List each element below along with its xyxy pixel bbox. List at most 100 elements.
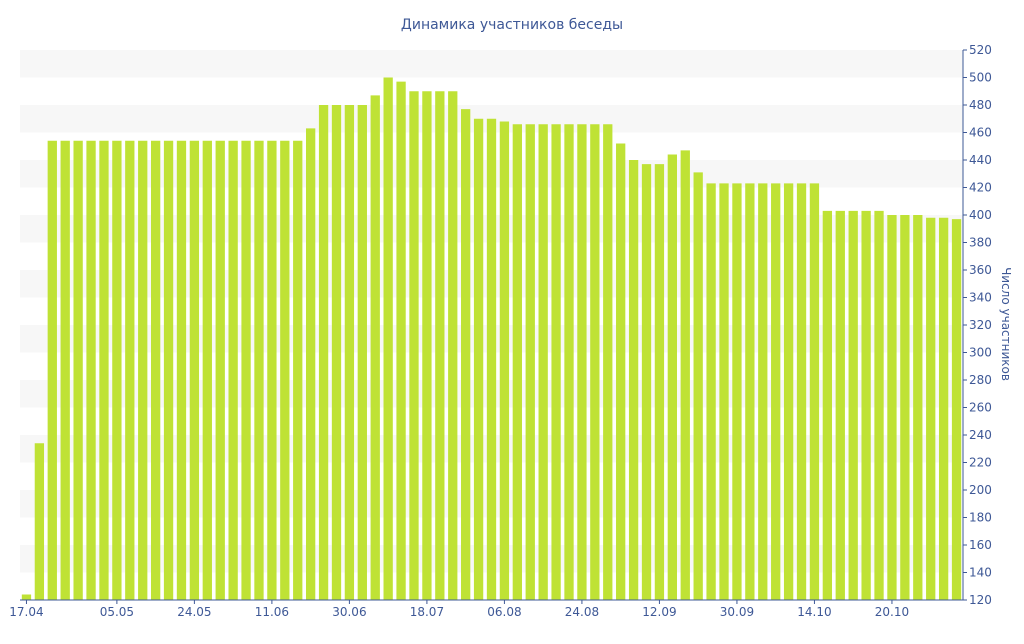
bar[interactable] <box>525 124 535 600</box>
y-tick-label: 240 <box>969 428 992 442</box>
bar[interactable] <box>163 140 174 600</box>
bar[interactable] <box>176 140 187 600</box>
x-tick-label: 30.09 <box>720 605 754 619</box>
bar[interactable] <box>667 154 677 601</box>
bar[interactable] <box>21 594 32 601</box>
bar[interactable] <box>861 210 871 601</box>
bar[interactable] <box>34 443 45 600</box>
bar[interactable] <box>745 183 755 601</box>
bar[interactable] <box>60 140 70 600</box>
bar[interactable] <box>280 140 290 600</box>
x-tick-label: 30.06 <box>332 605 366 619</box>
bar[interactable] <box>344 105 355 600</box>
y-tick-label: 260 <box>969 401 992 415</box>
x-tick-label: 14.10 <box>797 605 831 619</box>
bar[interactable] <box>719 183 729 601</box>
bar[interactable] <box>512 124 522 600</box>
bar[interactable] <box>86 140 96 600</box>
y-tick-label: 320 <box>969 318 992 332</box>
bar[interactable] <box>900 215 910 600</box>
y-tick-label: 440 <box>969 153 992 167</box>
bar[interactable] <box>913 215 923 600</box>
bar[interactable] <box>874 210 884 601</box>
bar[interactable] <box>99 140 109 600</box>
bar[interactable] <box>473 118 484 600</box>
bar[interactable] <box>409 91 419 600</box>
bar[interactable] <box>383 77 393 601</box>
bar[interactable] <box>499 121 510 601</box>
y-tick-label: 520 <box>969 43 992 57</box>
y-tick-label: 160 <box>969 538 992 552</box>
y-tick-label: 420 <box>969 181 992 195</box>
y-tick-label: 360 <box>969 263 992 277</box>
x-tick-label: 24.08 <box>565 605 599 619</box>
bar[interactable] <box>228 140 238 600</box>
bar[interactable] <box>771 183 781 601</box>
bar[interactable] <box>435 91 445 600</box>
bar[interactable] <box>758 183 768 601</box>
bar[interactable] <box>396 81 406 601</box>
bar[interactable] <box>189 140 200 600</box>
y-tick-label: 180 <box>969 511 992 525</box>
bar[interactable] <box>603 124 613 600</box>
bar[interactable] <box>254 140 264 600</box>
y-axis: 120 140 160 180 200 220 240 260 280 300 320 340 360 3… <box>962 43 992 607</box>
bar[interactable] <box>461 109 471 601</box>
bar[interactable] <box>370 95 380 601</box>
bar[interactable] <box>202 140 212 600</box>
bar[interactable] <box>951 219 962 601</box>
bar[interactable] <box>887 215 897 600</box>
bar[interactable] <box>125 140 135 600</box>
bar[interactable] <box>448 91 458 600</box>
y-tick-label: 280 <box>969 373 992 387</box>
bar[interactable] <box>616 143 626 601</box>
bar[interactable] <box>241 140 251 600</box>
bar[interactable] <box>138 140 148 600</box>
bar[interactable] <box>486 118 497 600</box>
bar[interactable] <box>628 160 639 600</box>
bar[interactable] <box>654 164 665 601</box>
bar[interactable] <box>822 210 833 601</box>
bar[interactable] <box>641 164 652 601</box>
bar[interactable] <box>706 183 716 601</box>
bar[interactable] <box>331 105 342 600</box>
x-tick-label: 11.06 <box>255 605 289 619</box>
bar[interactable] <box>112 140 122 600</box>
bar[interactable] <box>267 140 277 600</box>
bar[interactable] <box>732 183 742 601</box>
bar[interactable] <box>848 210 858 601</box>
bar[interactable] <box>693 172 703 601</box>
bar[interactable] <box>564 124 574 600</box>
y-tick-label: 400 <box>969 208 992 222</box>
bar[interactable] <box>796 183 807 601</box>
bar[interactable] <box>680 150 690 601</box>
bar[interactable] <box>938 217 949 600</box>
bar[interactable] <box>809 183 820 601</box>
bar[interactable] <box>551 124 561 600</box>
bar[interactable] <box>47 140 57 600</box>
bar[interactable] <box>306 128 316 601</box>
y-tick-label: 300 <box>969 346 992 360</box>
y-tick-label: 140 <box>969 566 992 580</box>
bar[interactable] <box>318 105 329 600</box>
bar[interactable] <box>422 91 432 600</box>
x-tick-label: 06.08 <box>487 605 521 619</box>
x-tick-label: 20.10 <box>875 605 909 619</box>
bar[interactable] <box>150 140 161 600</box>
x-axis: 17.04 05.05 24.05 11.06 30.06 18.07 06.08 24.08… <box>9 599 963 619</box>
bar[interactable] <box>357 105 367 600</box>
y-tick-label: 380 <box>969 236 992 250</box>
bar[interactable] <box>538 124 548 600</box>
x-tick-label: 05.05 <box>100 605 134 619</box>
bar[interactable] <box>215 140 225 600</box>
y-tick-label: 200 <box>969 483 992 497</box>
bar[interactable] <box>590 124 600 600</box>
bar[interactable] <box>73 140 83 600</box>
bar[interactable] <box>783 183 794 601</box>
bar[interactable] <box>577 124 587 600</box>
bar[interactable] <box>293 140 303 600</box>
bar[interactable] <box>835 210 845 601</box>
bar[interactable] <box>926 217 936 600</box>
